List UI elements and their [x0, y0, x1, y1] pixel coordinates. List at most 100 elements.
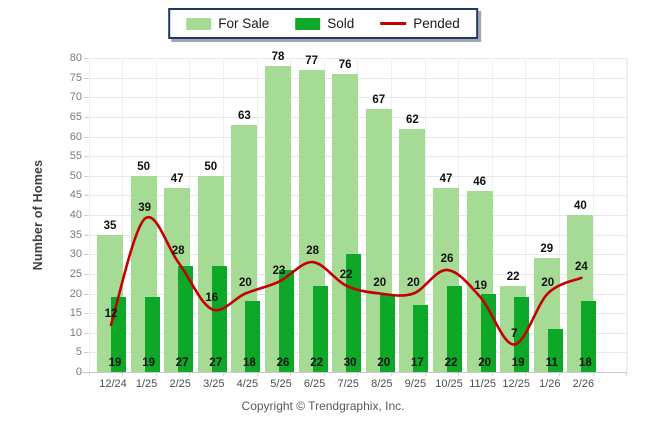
x-tickmark	[155, 372, 157, 376]
legend-label-sold: Sold	[327, 16, 355, 31]
for-sale-value-label: 35	[103, 219, 117, 232]
y-tick-label: 55	[69, 150, 82, 163]
y-tick-label: 5	[75, 346, 82, 359]
legend: For Sale Sold Pended	[168, 8, 478, 39]
y-tickmark	[84, 58, 88, 59]
sold-value-label: 22	[310, 357, 323, 369]
sold-value-label: 20	[377, 357, 391, 369]
x-tick-label: 8/25	[371, 378, 393, 390]
y-tickmark	[84, 136, 88, 138]
y-tick-label: 30	[69, 248, 82, 261]
y-tickmark	[84, 352, 88, 354]
for-sale-value-label: 62	[405, 113, 419, 126]
sold-value-label: 18	[242, 357, 256, 369]
pended-line-swatch-icon	[380, 22, 407, 25]
y-tick-label: 60	[69, 130, 82, 143]
sold-swatch-icon	[295, 17, 321, 30]
legend-label-for-sale: For Sale	[218, 16, 270, 31]
y-tick-label: 65	[69, 110, 82, 123]
x-tick-label: 7/25	[337, 378, 359, 390]
y-tickmark	[84, 293, 88, 295]
legend-item-pended: Pended	[380, 16, 460, 31]
y-tick-label: 15	[69, 307, 82, 320]
pended-value-label: 20	[373, 276, 387, 289]
x-tickmark	[458, 372, 460, 376]
v-gridline	[626, 58, 628, 372]
legend-item-for-sale: For Sale	[186, 16, 269, 31]
x-tickmark	[223, 372, 224, 376]
sold-value-label: 30	[343, 357, 357, 369]
y-tick-label: 40	[69, 209, 82, 221]
for-sale-value-label: 22	[506, 270, 520, 283]
pended-value-label: 19	[474, 280, 487, 293]
for-sale-value-label: 76	[338, 58, 352, 71]
x-tickmark	[357, 372, 359, 376]
sold-value-label: 19	[142, 357, 155, 369]
x-tick-label: 6/25	[303, 378, 326, 390]
pended-value-label: 28	[306, 245, 319, 258]
x-tickmark	[424, 372, 426, 376]
x-tick-label: 12/25	[502, 378, 530, 390]
legend-label-pended: Pended	[413, 16, 460, 31]
pended-value-label: 28	[171, 245, 185, 258]
pended-value-label: 7	[510, 327, 518, 340]
v-gridline	[122, 58, 124, 372]
pended-value-label: 23	[272, 264, 286, 277]
x-tick-label: 1/25	[135, 378, 158, 390]
x-tick-label: 11/25	[469, 378, 496, 390]
x-tickmark	[626, 372, 628, 376]
x-tick-label: 9/25	[404, 378, 427, 390]
for-sale-value-label: 47	[170, 172, 184, 185]
y-tickmark	[84, 97, 88, 99]
y-tickmark	[84, 77, 88, 79]
sold-value-label: 26	[276, 357, 290, 369]
y-tick-label: 75	[69, 71, 82, 84]
y-tick-label: 20	[69, 287, 82, 300]
pended-value-label: 20	[541, 276, 555, 289]
x-tickmark	[559, 372, 560, 376]
x-tick-label: 3/25	[203, 378, 225, 390]
x-tickmark	[189, 372, 191, 376]
y-axis-title: Number of Homes	[31, 159, 45, 271]
x-tickmark	[391, 372, 392, 376]
for-sale-value-label: 40	[573, 200, 587, 212]
for-sale-swatch-icon	[186, 17, 212, 30]
y-tick-label: 50	[69, 169, 82, 182]
y-tickmark	[84, 313, 88, 315]
for-sale-value-label: 77	[305, 54, 318, 67]
pended-value-label: 26	[440, 252, 454, 265]
y-tick-label: 25	[69, 267, 82, 280]
for-sale-value-label: 29	[540, 243, 554, 256]
x-tick-label: 5/25	[270, 378, 292, 390]
for-sale-value-label: 47	[439, 172, 453, 185]
y-tick-label: 0	[75, 366, 82, 378]
x-tickmark	[88, 372, 90, 376]
pended-value-label: 24	[574, 260, 588, 273]
for-sale-value-label: 46	[473, 176, 486, 189]
x-tick-label: 12/24	[99, 378, 127, 390]
copyright-text: Copyright © Trendgraphix, Inc.	[241, 399, 405, 413]
sold-value-label: 17	[410, 357, 424, 369]
x-tickmark	[122, 372, 124, 376]
x-tickmark	[592, 372, 594, 376]
y-tickmark	[84, 332, 88, 334]
for-sale-value-label: 78	[271, 50, 285, 63]
x-tick-label: 4/25	[236, 378, 259, 390]
for-sale-value-label: 63	[237, 109, 251, 122]
sold-value-label: 11	[545, 357, 558, 369]
x-tickmark	[525, 372, 527, 376]
y-tickmark	[84, 175, 88, 177]
sold-value-label: 18	[578, 357, 592, 369]
sold-value-label: 27	[209, 357, 223, 369]
pended-value-label: 20	[406, 276, 420, 289]
v-gridline	[88, 58, 90, 372]
for-sale-value-label: 50	[204, 160, 218, 173]
y-tick-label: 80	[69, 52, 82, 64]
y-tick-label: 10	[69, 326, 82, 339]
for-sale-value-label: 67	[372, 94, 386, 107]
sold-value-label: 19	[511, 357, 525, 369]
x-tick-label: 10/25	[435, 378, 463, 390]
x-tick-label: 2/26	[572, 378, 595, 390]
x-axis-line	[82, 372, 627, 373]
